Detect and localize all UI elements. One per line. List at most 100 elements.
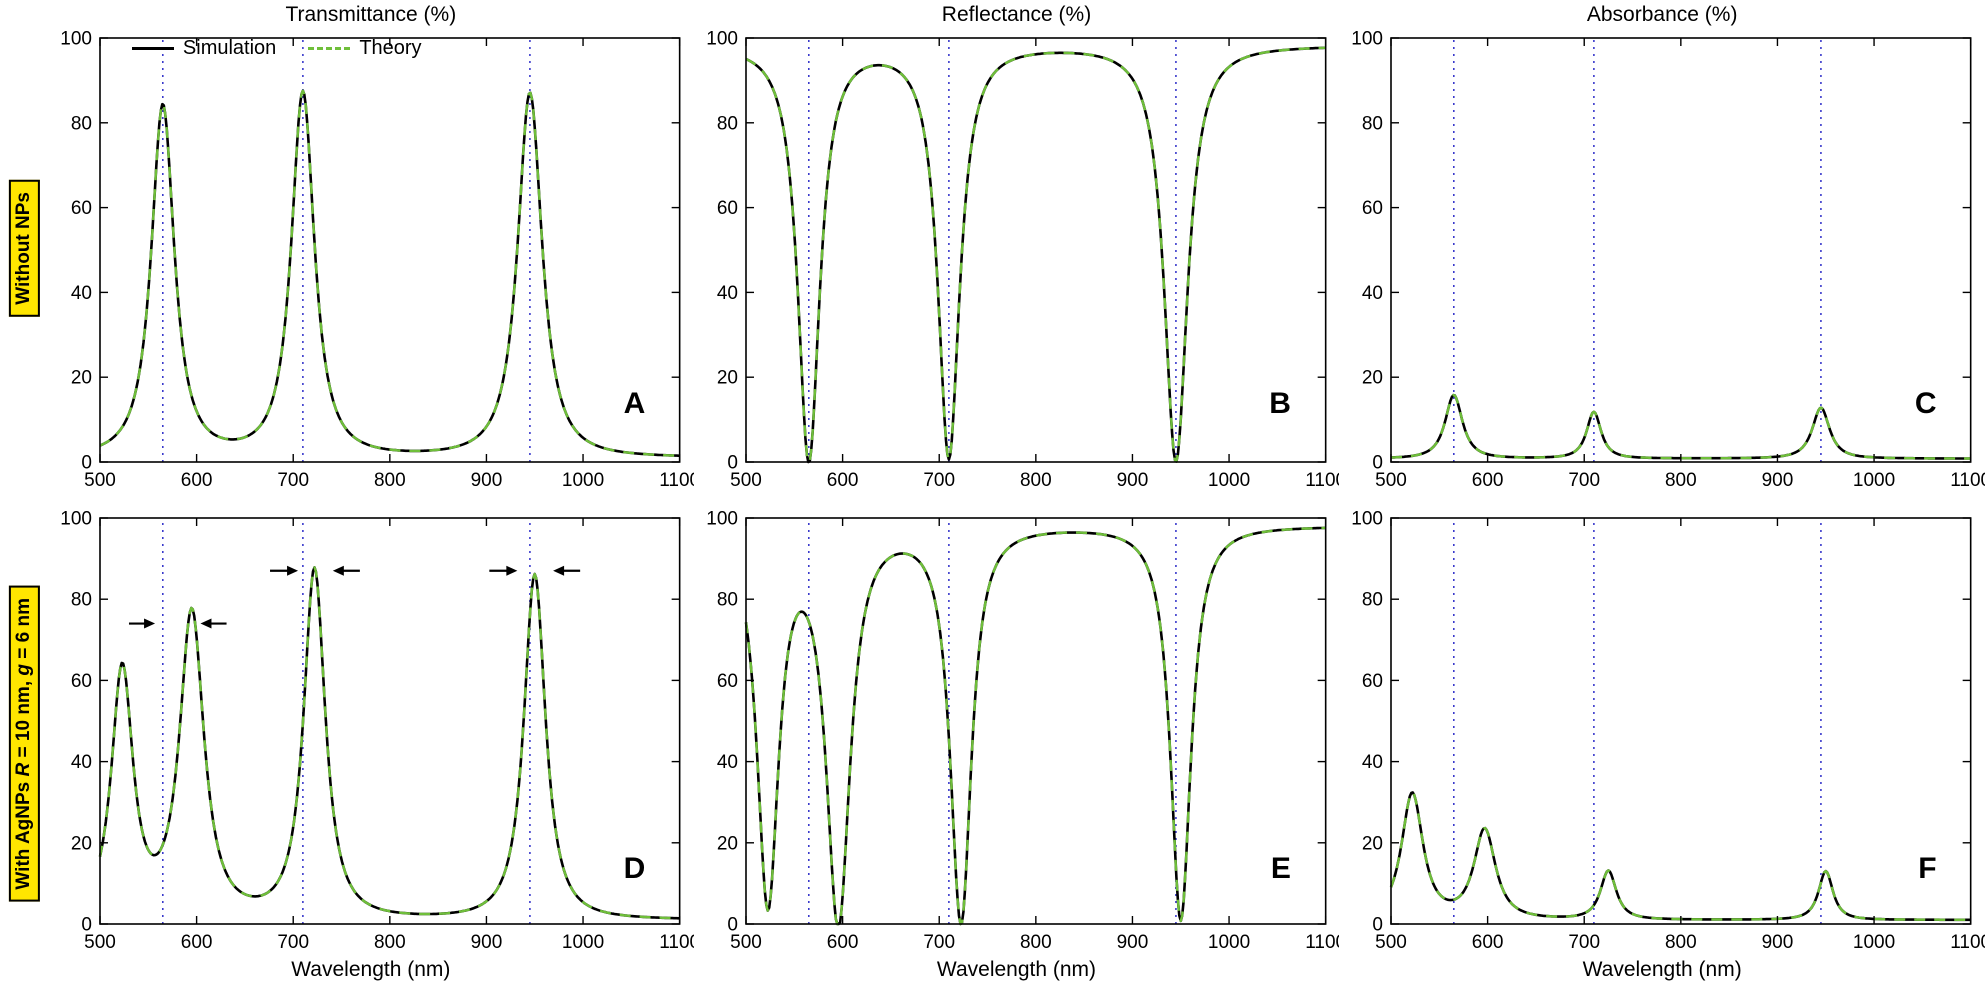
svg-text:800: 800 bbox=[1020, 932, 1052, 953]
row-label-cell-top: Without NPs bbox=[0, 0, 48, 496]
svg-text:60: 60 bbox=[1362, 671, 1383, 692]
solid-line-sample bbox=[131, 46, 174, 50]
svg-text:100: 100 bbox=[1352, 30, 1384, 50]
svg-text:20: 20 bbox=[1362, 368, 1383, 389]
column-title-absorbance: Absorbance (%) bbox=[1586, 3, 1738, 26]
svg-text:0: 0 bbox=[1373, 915, 1384, 936]
svg-text:900: 900 bbox=[471, 470, 503, 491]
svg-text:700: 700 bbox=[923, 470, 955, 491]
svg-text:500: 500 bbox=[84, 932, 116, 953]
legend-item-theory: Theory bbox=[308, 36, 422, 60]
svg-text:600: 600 bbox=[826, 932, 858, 953]
legend-label: Theory bbox=[359, 36, 422, 59]
svg-text:1000: 1000 bbox=[1853, 932, 1895, 953]
svg-text:600: 600 bbox=[1472, 932, 1504, 953]
svg-text:80: 80 bbox=[71, 590, 92, 611]
svg-text:700: 700 bbox=[923, 932, 955, 953]
x-axis-label: Wavelength (nm) bbox=[1582, 958, 1742, 981]
svg-text:100: 100 bbox=[60, 30, 92, 50]
svg-text:60: 60 bbox=[717, 198, 738, 219]
svg-text:600: 600 bbox=[181, 470, 213, 491]
svg-text:40: 40 bbox=[71, 752, 92, 773]
svg-text:800: 800 bbox=[1665, 932, 1697, 953]
column-title-reflectance: Reflectance (%) bbox=[941, 3, 1092, 26]
panel-a-cell: Transmittance (%) 500 600 700 800 900 1000 110… bbox=[48, 0, 693, 496]
svg-text:100: 100 bbox=[1352, 510, 1384, 530]
svg-text:60: 60 bbox=[1362, 198, 1383, 219]
svg-text:900: 900 bbox=[1116, 932, 1148, 953]
svg-text:1000: 1000 bbox=[562, 932, 604, 953]
svg-text:900: 900 bbox=[1762, 932, 1794, 953]
svg-text:60: 60 bbox=[71, 198, 92, 219]
svg-text:40: 40 bbox=[1362, 752, 1383, 773]
svg-text:80: 80 bbox=[1362, 113, 1383, 134]
panel-letter-b: B bbox=[1269, 387, 1291, 421]
svg-text:800: 800 bbox=[374, 932, 406, 953]
svg-text:1000: 1000 bbox=[1853, 470, 1895, 491]
svg-text:40: 40 bbox=[71, 283, 92, 304]
svg-text:20: 20 bbox=[71, 368, 92, 389]
svg-text:700: 700 bbox=[277, 470, 309, 491]
svg-text:40: 40 bbox=[717, 283, 738, 304]
row-label-column: Without NPs With AgNPs R = 10 nm, g = 6 … bbox=[0, 0, 48, 992]
svg-text:20: 20 bbox=[1362, 833, 1383, 854]
svg-text:80: 80 bbox=[1362, 590, 1383, 611]
svg-text:100: 100 bbox=[60, 510, 92, 530]
svg-text:0: 0 bbox=[1373, 453, 1384, 474]
svg-text:500: 500 bbox=[84, 470, 116, 491]
svg-text:500: 500 bbox=[1375, 470, 1407, 491]
svg-text:900: 900 bbox=[1116, 470, 1148, 491]
x-axis-label: Wavelength (nm) bbox=[291, 958, 451, 981]
legend: Simulation Theory bbox=[131, 36, 422, 60]
svg-text:1000: 1000 bbox=[1208, 470, 1250, 491]
panel-grid: Transmittance (%) 500 600 700 800 900 1000 110… bbox=[48, 0, 1985, 992]
svg-text:100: 100 bbox=[706, 510, 738, 530]
dashed-line-sample bbox=[308, 46, 351, 50]
svg-text:0: 0 bbox=[727, 453, 738, 474]
svg-text:500: 500 bbox=[730, 470, 762, 491]
column-title-transmittance: Transmittance (%) bbox=[285, 3, 457, 26]
svg-text:0: 0 bbox=[727, 915, 738, 936]
svg-text:0: 0 bbox=[81, 915, 92, 936]
svg-text:80: 80 bbox=[717, 113, 738, 134]
svg-text:20: 20 bbox=[717, 833, 738, 854]
svg-text:800: 800 bbox=[1665, 470, 1697, 491]
svg-text:60: 60 bbox=[717, 671, 738, 692]
svg-text:1000: 1000 bbox=[562, 470, 604, 491]
svg-text:600: 600 bbox=[181, 932, 213, 953]
row-label-with-agnps: With AgNPs R = 10 nm, g = 6 nm bbox=[8, 586, 40, 902]
svg-text:100: 100 bbox=[706, 30, 738, 50]
svg-text:80: 80 bbox=[71, 113, 92, 134]
svg-text:900: 900 bbox=[471, 932, 503, 953]
svg-text:1000: 1000 bbox=[1208, 932, 1250, 953]
svg-text:40: 40 bbox=[1362, 283, 1383, 304]
spacer bbox=[48, 496, 694, 510]
panel-letter-c: C bbox=[1914, 387, 1937, 421]
svg-text:80: 80 bbox=[717, 590, 738, 611]
svg-text:600: 600 bbox=[826, 470, 858, 491]
svg-text:60: 60 bbox=[71, 671, 92, 692]
svg-text:800: 800 bbox=[1020, 470, 1052, 491]
